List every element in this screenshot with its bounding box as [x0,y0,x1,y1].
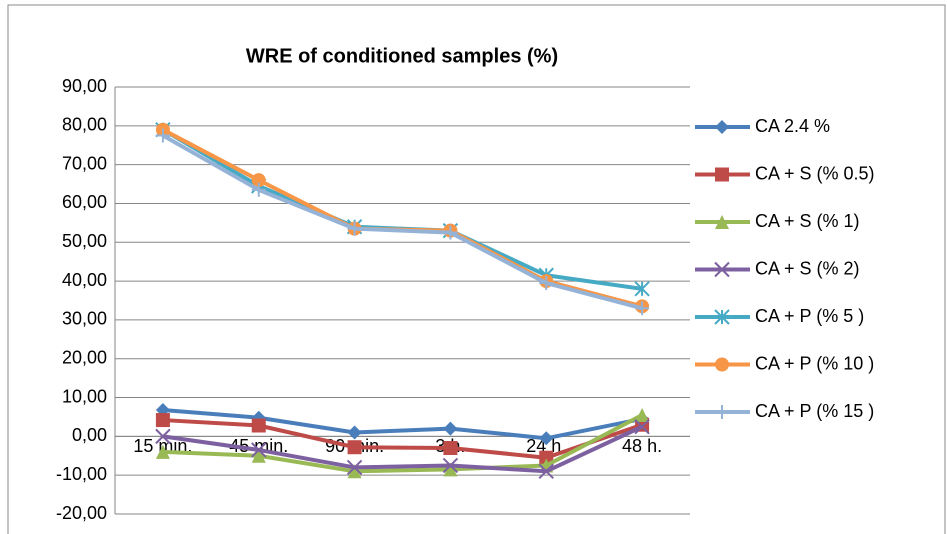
marker-part [251,418,266,433]
marker-part [347,425,362,440]
marker [715,405,729,419]
marker-part [715,167,729,182]
marker-part [346,459,363,476]
marker [347,440,362,455]
marker-part [715,215,729,229]
marker [251,418,266,433]
marker [347,221,362,236]
marker [155,428,171,445]
y-tick-label: 10,00 [62,386,107,406]
y-tick-label: 60,00 [62,192,107,212]
marker [155,444,170,459]
marker-part [251,442,267,458]
series-line [162,413,644,474]
marker [715,215,729,229]
y-tick-label: 0,00 [72,425,107,445]
y-tick-label: 50,00 [62,231,107,251]
y-tick-label: 80,00 [62,115,107,135]
legend-label: CA + P (% 10 ) [755,353,874,373]
marker [715,167,729,182]
marker [442,457,459,474]
marker [715,357,729,372]
legend-label: CA + S (% 0.5) [755,163,875,183]
marker [346,459,363,476]
marker [347,425,362,440]
marker [634,281,650,297]
marker-part [443,421,458,436]
marker [539,450,554,465]
marker [443,225,458,240]
marker-part [155,444,170,459]
marker [634,418,650,435]
marker [251,442,267,458]
marker-part [539,450,554,465]
marker-part [539,431,554,446]
marker [251,448,266,463]
marker [443,462,458,477]
legend-label: CA 2.4 % [755,116,830,136]
legend-label: CA + S (% 1) [755,211,860,231]
marker [635,301,650,316]
marker-part [251,448,266,463]
y-tick-label: 20,00 [62,347,107,367]
series-line [162,407,643,441]
marker-part [155,428,171,445]
y-tick-label: 30,00 [62,309,107,329]
legend-label: CA + S (% 2) [755,258,860,278]
marker-part [251,173,266,188]
marker [251,173,266,188]
marker-part [155,413,170,428]
y-tick-label: -10,00 [56,464,107,484]
series-line [161,133,643,311]
y-tick-label: 40,00 [62,270,107,290]
marker-part [443,462,458,477]
marker [251,182,266,197]
y-tick-label: -20,00 [56,503,107,523]
marker-part [634,418,650,435]
marker-part [715,357,729,372]
marker [155,413,170,428]
marker [538,463,554,480]
marker [635,408,650,423]
marker [539,276,554,291]
marker [539,431,554,446]
marker-part [347,440,362,455]
marker [715,120,729,134]
series-line [162,418,643,460]
marker-part [443,441,458,456]
marker-part [442,457,459,474]
legend-label: CA + P (% 5 ) [755,306,864,326]
y-tick-label: 90,00 [62,76,107,96]
marker [443,441,458,456]
x-tick-label: 48 h. [622,436,662,456]
marker-part [714,261,730,278]
chart-title: WRE of conditioned samples (%) [246,45,558,67]
chart-border [7,4,946,534]
x-tick-label: 24 h. [526,436,566,456]
y-tick-label: 70,00 [62,153,107,173]
marker-part [538,463,554,480]
legend-label: CA + P (% 15 ) [755,401,874,421]
marker-part [635,408,650,423]
marker-part [347,464,362,479]
series-line [162,424,643,474]
marker [443,421,458,436]
marker [155,128,170,143]
marker [714,309,730,325]
marker [714,261,730,278]
marker-part [715,120,729,134]
marker [347,464,362,479]
